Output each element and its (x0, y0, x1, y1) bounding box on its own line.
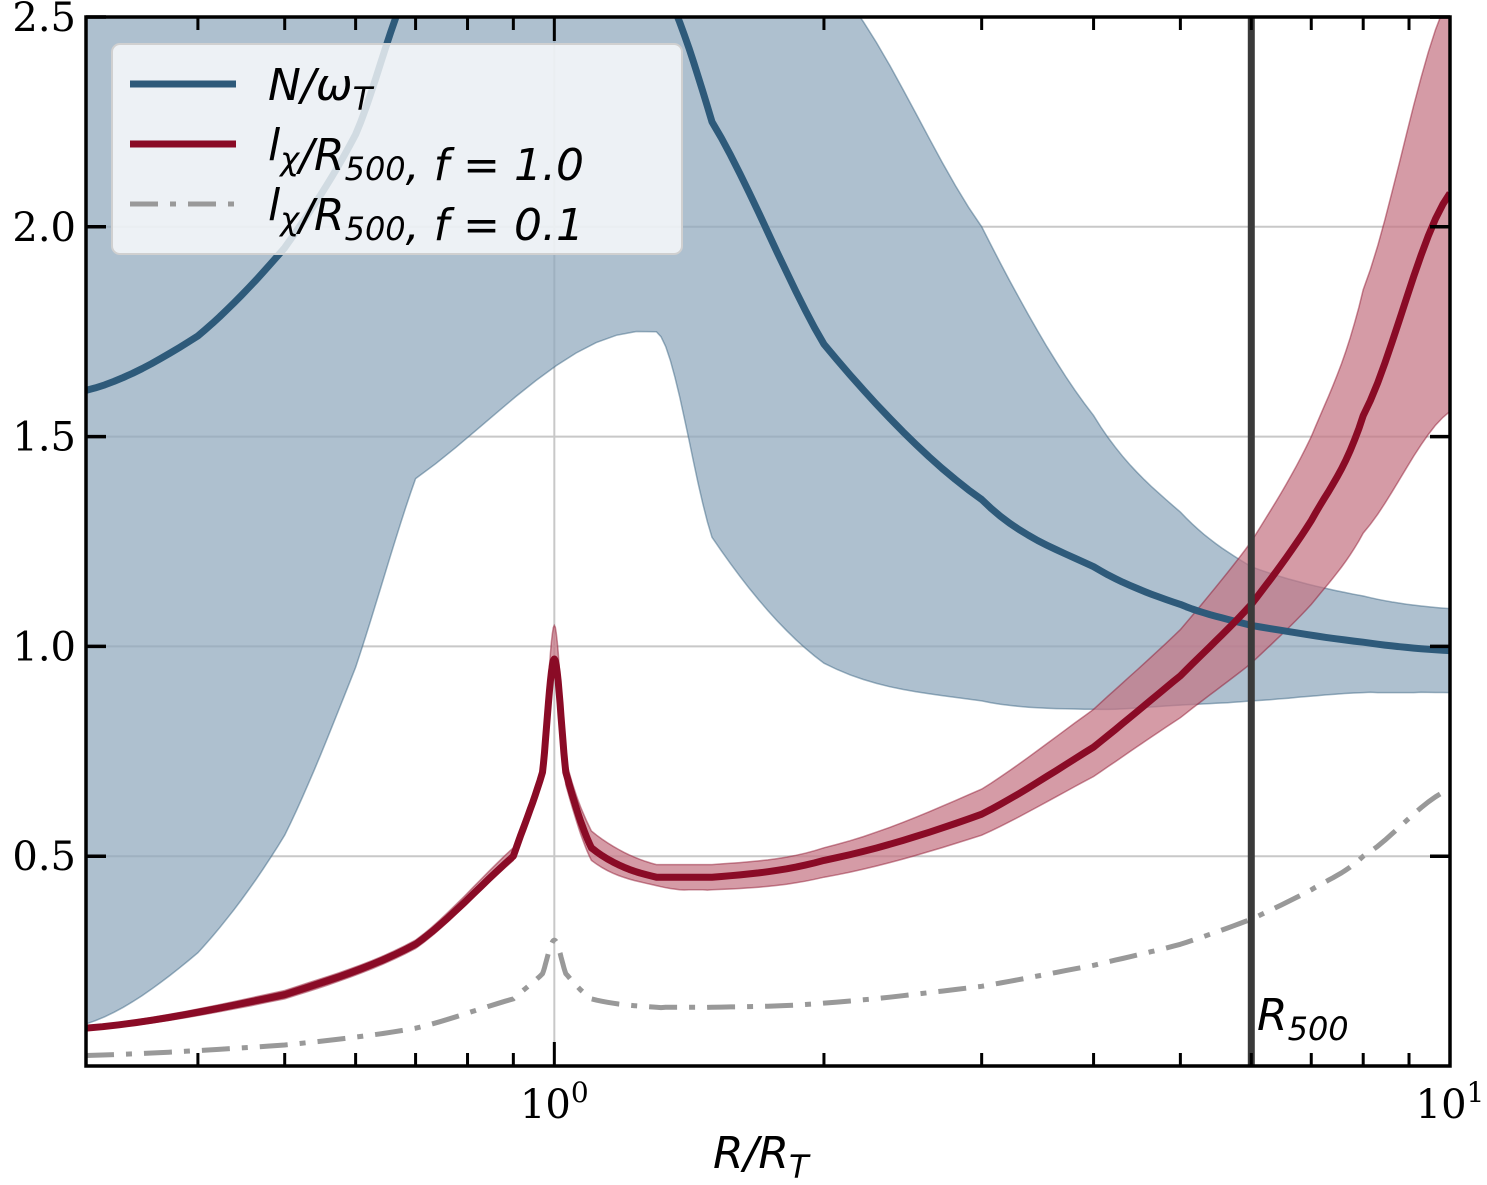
x-tick-label-0: 100 (520, 1076, 589, 1128)
annotation: R500 (1257, 990, 1349, 1048)
legend-label-2: lχ/R500, f = 0.1 (268, 180, 584, 251)
r500-label: R500 (1257, 990, 1349, 1048)
series-line-2 (86, 786, 1450, 1058)
legend-label-1: lχ/R500, f = 1.0 (268, 120, 584, 191)
x-tick-label-1: 101 (1416, 1076, 1485, 1128)
y-tick-label-1: 1.0 (12, 624, 76, 670)
band-0 (86, 17, 1450, 1025)
axis-ticks (84, 15, 1452, 1066)
legend-box (111, 43, 683, 255)
y-tick-label-3: 2.0 (12, 205, 76, 251)
plot-frame (84, 15, 1452, 1068)
y-tick-label-0: 0.5 (12, 834, 76, 880)
series-line-1 (86, 191, 1450, 1032)
y-tick-label-2: 1.5 (12, 415, 76, 461)
x-axis-label: R/RT (713, 1128, 811, 1185)
x-axis-label-text: R/RT (713, 1128, 811, 1185)
legend-label-0: N/ωT (268, 60, 375, 118)
y-tick-label-4: 2.5 (12, 0, 76, 41)
tick-labels: 0.5 1.0 1.5 2.0 2.5 100 101 (12, 0, 1484, 1128)
